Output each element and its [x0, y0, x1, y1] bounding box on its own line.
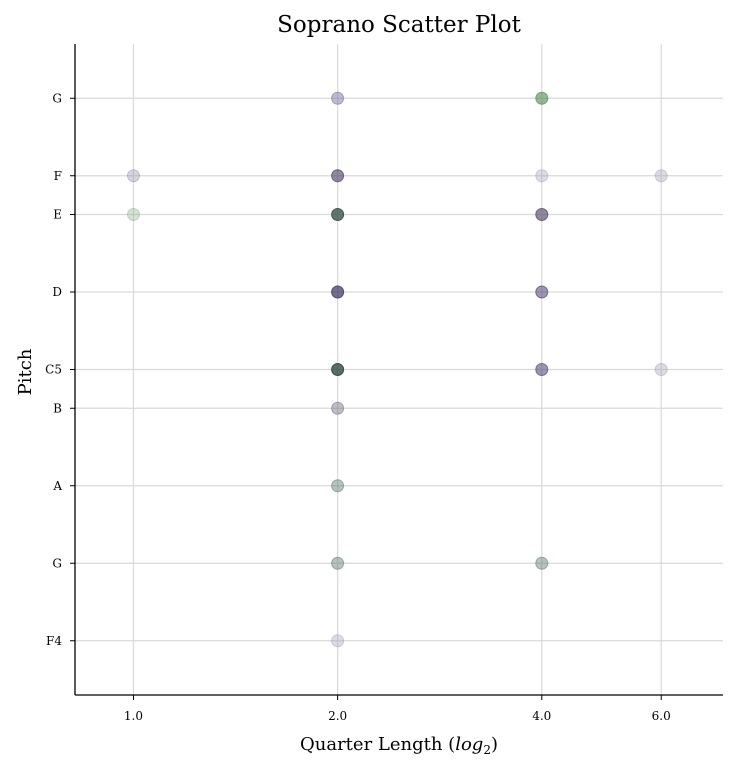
data-point: [535, 556, 549, 570]
x-axis-label: Quarter Length (log2): [300, 734, 498, 757]
data-point: [535, 285, 549, 299]
y-tick-label: C5: [45, 363, 62, 377]
data-point: [126, 169, 140, 183]
y-tick-label: B: [53, 401, 62, 415]
data-point: [331, 169, 345, 183]
data-point: [654, 169, 668, 183]
x-ticks: 1.0 2.0 4.0 6.0: [124, 695, 671, 723]
data-point: [331, 634, 345, 648]
data-point: [535, 169, 549, 183]
y-tick-label: E: [53, 208, 62, 222]
data-point: [331, 479, 345, 493]
x-tick-label: 6.0: [652, 709, 671, 723]
data-point: [331, 285, 345, 299]
grid: [75, 44, 723, 695]
data-point: [331, 208, 345, 221]
data-point: [535, 91, 549, 105]
data-point: [331, 556, 345, 570]
data-point: [535, 208, 549, 221]
y-tick-label: F4: [46, 634, 62, 648]
data-point: [654, 363, 668, 376]
data-point: [535, 363, 549, 376]
x-tick-label: 2.0: [328, 709, 347, 723]
data-points: [126, 91, 668, 648]
y-ticks: F4 G A B C5 D E F G: [45, 91, 75, 648]
y-axis-label: Pitch: [15, 348, 36, 395]
y-tick-label: G: [52, 556, 62, 570]
x-tick-label: 4.0: [532, 709, 551, 723]
y-tick-label: F: [54, 169, 62, 183]
data-point: [126, 208, 140, 221]
chart-title: Soprano Scatter Plot: [277, 12, 521, 38]
data-point: [331, 363, 345, 376]
data-point: [331, 401, 345, 415]
y-tick-label: D: [52, 285, 62, 299]
y-tick-label: G: [52, 91, 62, 105]
y-tick-label: A: [52, 479, 62, 493]
data-point: [331, 91, 345, 105]
x-tick-label: 1.0: [124, 709, 143, 723]
